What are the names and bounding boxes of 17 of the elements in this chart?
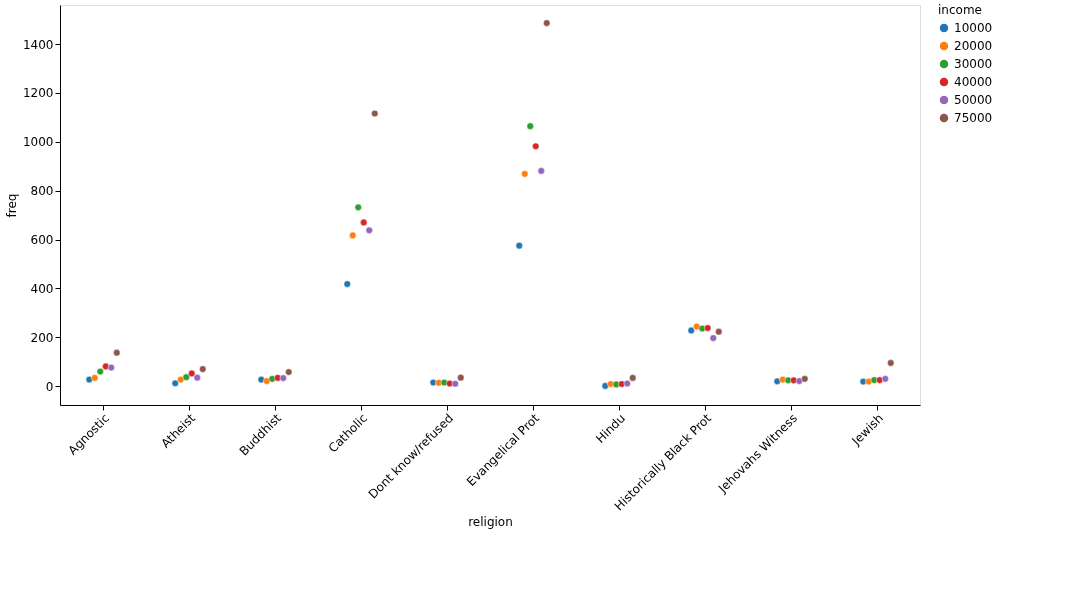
legend-label: 20000	[954, 39, 993, 53]
y-tick-label: 1000	[22, 135, 54, 150]
y-tick-label: 600	[30, 233, 54, 248]
legend-label: 10000	[954, 21, 993, 35]
legend-label: 30000	[954, 57, 993, 71]
y-tick-label: 1400	[22, 37, 54, 52]
x-axis-title: religion	[468, 514, 513, 529]
y-axis-title: freq	[4, 193, 19, 218]
y-tick-label: 400	[30, 281, 54, 296]
y-tick-label: 0	[45, 379, 54, 394]
legend-label: 75000	[954, 111, 993, 125]
legend-title: income	[938, 3, 982, 17]
y-tick-label: 1200	[22, 86, 54, 101]
legend-label: 40000	[954, 75, 993, 89]
legend-label: 50000	[954, 93, 993, 107]
y-tick-label: 800	[30, 184, 54, 199]
y-tick-label: 200	[30, 330, 54, 345]
